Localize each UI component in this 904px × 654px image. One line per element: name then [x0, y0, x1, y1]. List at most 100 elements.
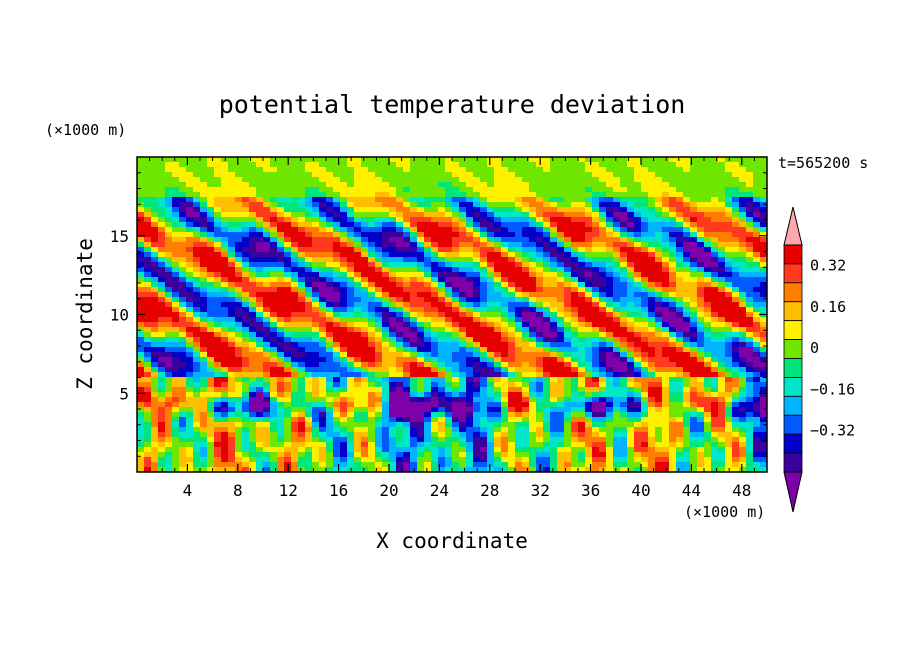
field-cell: [501, 257, 509, 263]
field-cell: [172, 297, 180, 303]
field-cell: [522, 312, 530, 318]
field-cell: [361, 412, 369, 418]
field-cell: [620, 422, 628, 428]
field-cell: [298, 187, 306, 193]
field-cell: [508, 342, 516, 348]
field-cell: [494, 202, 502, 208]
field-cell: [627, 222, 635, 228]
field-cell: [340, 247, 348, 253]
field-cell: [676, 292, 684, 298]
field-cell: [459, 192, 467, 198]
field-cell: [235, 377, 243, 383]
field-cell: [249, 252, 257, 258]
field-cell: [214, 212, 222, 218]
field-cell: [690, 272, 698, 278]
field-cell: [585, 407, 593, 413]
field-cell: [256, 317, 264, 323]
field-cell: [193, 392, 201, 398]
field-cell: [354, 302, 362, 308]
field-cell: [151, 247, 159, 253]
field-cell: [473, 277, 481, 283]
field-cell: [382, 327, 390, 333]
field-cell: [361, 342, 369, 348]
field-cell: [172, 277, 180, 283]
field-cell: [711, 427, 719, 433]
field-cell: [151, 322, 159, 328]
field-cell: [662, 312, 670, 318]
field-cell: [557, 417, 565, 423]
field-cell: [634, 187, 642, 193]
field-cell: [550, 422, 558, 428]
field-cell: [298, 357, 306, 363]
field-cell: [417, 397, 425, 403]
field-cell: [536, 422, 544, 428]
field-cell: [676, 267, 684, 273]
field-cell: [284, 427, 292, 433]
field-cell: [634, 377, 642, 383]
field-cell: [172, 402, 180, 408]
field-cell: [361, 297, 369, 303]
field-cell: [550, 247, 558, 253]
field-cell: [564, 252, 572, 258]
field-cell: [249, 232, 257, 238]
field-cell: [690, 417, 698, 423]
field-cell: [396, 272, 404, 278]
field-cell: [522, 232, 530, 238]
field-cell: [508, 237, 516, 243]
field-cell: [277, 157, 285, 163]
field-cell: [550, 297, 558, 303]
field-cell: [613, 182, 621, 188]
field-cell: [347, 197, 355, 203]
field-cell: [536, 302, 544, 308]
field-cell: [207, 197, 215, 203]
field-cell: [445, 422, 453, 428]
field-cell: [627, 257, 635, 263]
field-cell: [718, 157, 726, 163]
field-cell: [417, 192, 425, 198]
field-cell: [655, 262, 663, 268]
field-cell: [354, 287, 362, 293]
field-cell: [501, 417, 509, 423]
field-cell: [277, 257, 285, 263]
field-cell: [137, 307, 145, 313]
field-cell: [354, 232, 362, 238]
field-cell: [361, 392, 369, 398]
field-cell: [291, 202, 299, 208]
field-cell: [606, 377, 614, 383]
field-cell: [641, 302, 649, 308]
field-cell: [739, 282, 747, 288]
field-cell: [732, 172, 740, 178]
field-cell: [718, 347, 726, 353]
field-cell: [473, 182, 481, 188]
field-cell: [452, 372, 460, 378]
field-cell: [473, 307, 481, 313]
field-cell: [508, 252, 516, 258]
field-cell: [648, 367, 656, 373]
field-cell: [452, 202, 460, 208]
field-cell: [515, 227, 523, 233]
field-cell: [228, 392, 236, 398]
field-cell: [305, 392, 313, 398]
field-cell: [627, 322, 635, 328]
field-cell: [151, 167, 159, 173]
field-cell: [543, 232, 551, 238]
field-cell: [585, 337, 593, 343]
field-cell: [620, 182, 628, 188]
field-cell: [620, 392, 628, 398]
field-cell: [578, 337, 586, 343]
field-cell: [662, 232, 670, 238]
field-cell: [515, 412, 523, 418]
field-cell: [375, 352, 383, 358]
field-cell: [641, 282, 649, 288]
field-cell: [396, 192, 404, 198]
field-cell: [368, 267, 376, 273]
field-cell: [263, 287, 271, 293]
field-cell: [179, 162, 187, 168]
field-cell: [613, 412, 621, 418]
field-cell: [368, 157, 376, 163]
field-cell: [487, 412, 495, 418]
field-cell: [753, 412, 761, 418]
field-cell: [620, 372, 628, 378]
field-cell: [270, 262, 278, 268]
field-cell: [697, 292, 705, 298]
